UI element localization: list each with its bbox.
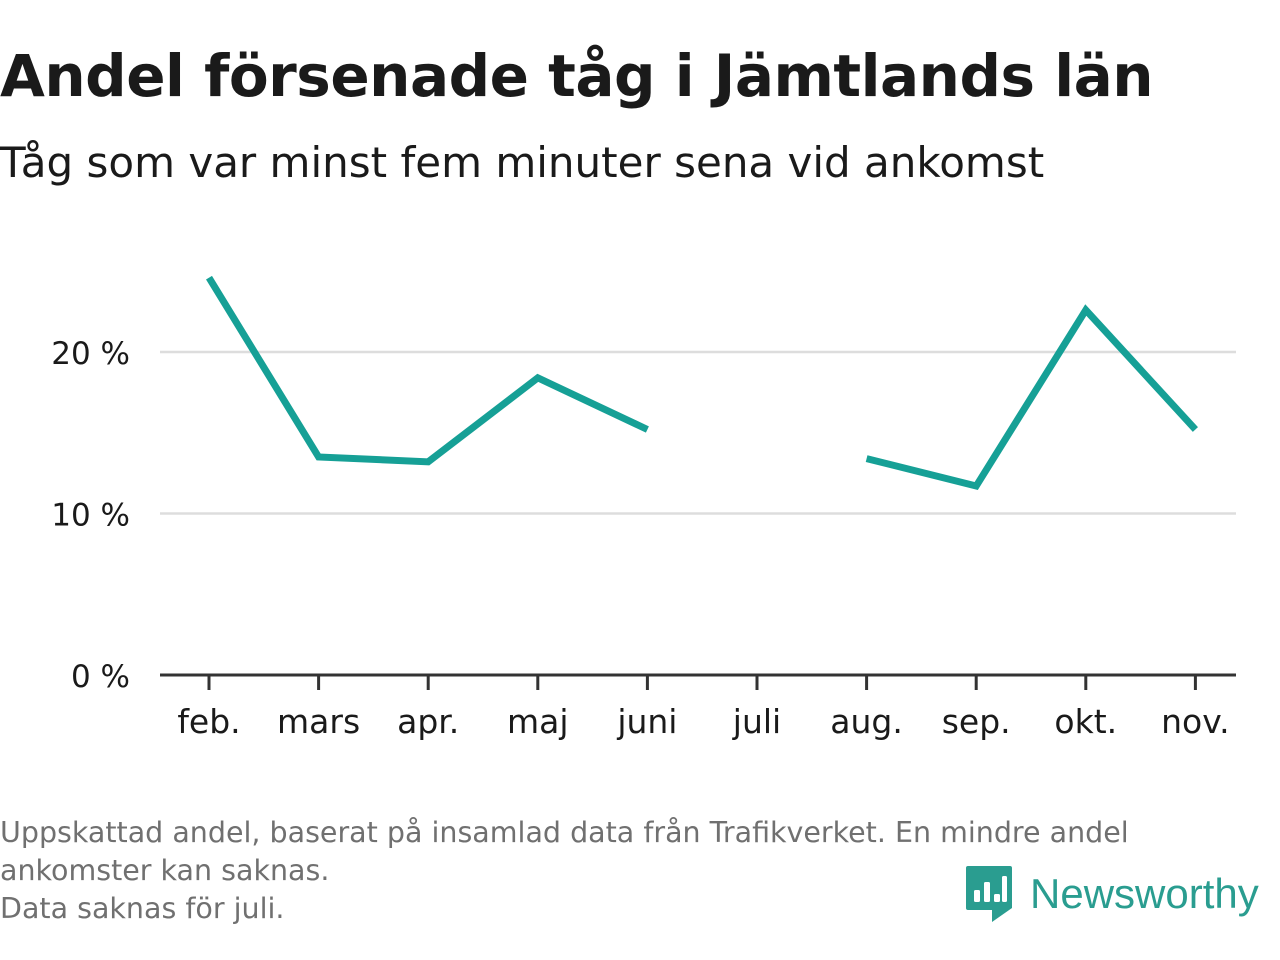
chart-title: Andel försenade tåg i Jämtlands län bbox=[0, 42, 1154, 110]
gridlines bbox=[160, 350, 1236, 515]
y-tick-label: 0 % bbox=[71, 659, 130, 695]
y-axis-tick-labels: 0 % 10 % 20 % bbox=[51, 336, 130, 695]
brand-logo: Newsworthy bbox=[964, 864, 1259, 924]
x-tick-label: mars bbox=[277, 702, 360, 741]
series-line bbox=[206, 275, 1198, 491]
x-tick-label: maj bbox=[507, 702, 569, 741]
chart-subtitle: Tåg som var minst fem minuter sena vid a… bbox=[0, 138, 1045, 187]
footnote: Uppskattad andel, baserat på insamlad da… bbox=[0, 814, 1270, 928]
x-axis: feb. mars apr. maj juni juli aug. sep. okt. nov. bbox=[160, 673, 1236, 741]
series-line-segment bbox=[865, 304, 1198, 491]
footnote-line-2: ankomster kan saknas. bbox=[0, 854, 330, 887]
x-tick-label: juli bbox=[732, 702, 781, 741]
footnote-line-1: Uppskattad andel, baserat på insamlad da… bbox=[0, 816, 1129, 849]
x-tick-label: feb. bbox=[177, 702, 240, 741]
y-tick-label: 20 % bbox=[51, 336, 130, 372]
x-tick-label: sep. bbox=[942, 702, 1011, 741]
x-tick-label: nov. bbox=[1161, 702, 1230, 741]
footnote-line-3: Data saknas för juli. bbox=[0, 892, 285, 925]
newsworthy-logo-icon bbox=[966, 866, 1012, 922]
x-tick-label: juni bbox=[616, 702, 677, 741]
series-line-segment bbox=[206, 275, 649, 466]
line-chart: 0 % 10 % 20 % feb. mars apr. maj juni juli aug. s… bbox=[51, 275, 1236, 741]
x-tick-label: aug. bbox=[830, 702, 903, 741]
brand-name: Newsworthy bbox=[1030, 870, 1259, 917]
x-tick-label: apr. bbox=[397, 702, 459, 741]
y-tick-label: 10 % bbox=[51, 498, 130, 534]
x-tick-label: okt. bbox=[1054, 702, 1117, 741]
